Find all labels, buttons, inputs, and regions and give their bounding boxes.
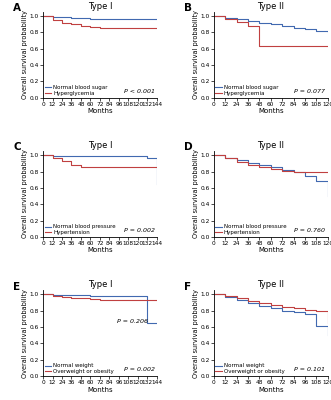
Text: D: D: [184, 142, 193, 152]
Legend: Normal blood sugar, Hyperglycemia: Normal blood sugar, Hyperglycemia: [44, 85, 108, 97]
X-axis label: Months: Months: [258, 248, 284, 254]
Text: E: E: [14, 282, 21, 292]
Legend: Normal weight, Overweight or obesity: Normal weight, Overweight or obesity: [44, 363, 114, 375]
Y-axis label: Overall survival probability: Overall survival probability: [22, 10, 28, 100]
Text: F: F: [184, 282, 191, 292]
Title: Type I: Type I: [88, 280, 112, 289]
Text: P = 0.002: P = 0.002: [123, 228, 155, 233]
Legend: Normal blood pressure, Hypertension: Normal blood pressure, Hypertension: [44, 224, 116, 236]
Text: P = 0.760: P = 0.760: [294, 228, 325, 233]
Text: P = 0.101: P = 0.101: [294, 367, 325, 372]
Title: Type II: Type II: [257, 280, 284, 289]
Text: P = 0.002: P = 0.002: [123, 367, 155, 372]
Legend: Normal weight, Overweight or obesity: Normal weight, Overweight or obesity: [215, 363, 285, 375]
X-axis label: Months: Months: [87, 108, 113, 114]
Title: Type II: Type II: [257, 2, 284, 11]
Y-axis label: Overall survival probability: Overall survival probability: [22, 150, 28, 238]
Text: P = 0.206: P = 0.206: [117, 320, 148, 324]
Y-axis label: Overall survival probability: Overall survival probability: [22, 288, 28, 378]
Y-axis label: Overall survival probability: Overall survival probability: [193, 150, 199, 238]
Title: Type II: Type II: [257, 141, 284, 150]
X-axis label: Months: Months: [258, 108, 284, 114]
X-axis label: Months: Months: [258, 386, 284, 392]
Legend: Normal blood sugar, Hyperglycemia: Normal blood sugar, Hyperglycemia: [215, 85, 279, 97]
X-axis label: Months: Months: [87, 248, 113, 254]
X-axis label: Months: Months: [87, 386, 113, 392]
Text: P < 0.001: P < 0.001: [123, 88, 155, 94]
Title: Type I: Type I: [88, 2, 112, 11]
Text: P = 0.077: P = 0.077: [294, 88, 325, 94]
Legend: Normal blood pressure, Hypertension: Normal blood pressure, Hypertension: [215, 224, 287, 236]
Text: B: B: [184, 4, 192, 14]
Title: Type I: Type I: [88, 141, 112, 150]
Text: A: A: [14, 4, 22, 14]
Y-axis label: Overall survival probability: Overall survival probability: [193, 288, 199, 378]
Y-axis label: Overall survival probability: Overall survival probability: [193, 10, 199, 100]
Text: C: C: [14, 142, 21, 152]
